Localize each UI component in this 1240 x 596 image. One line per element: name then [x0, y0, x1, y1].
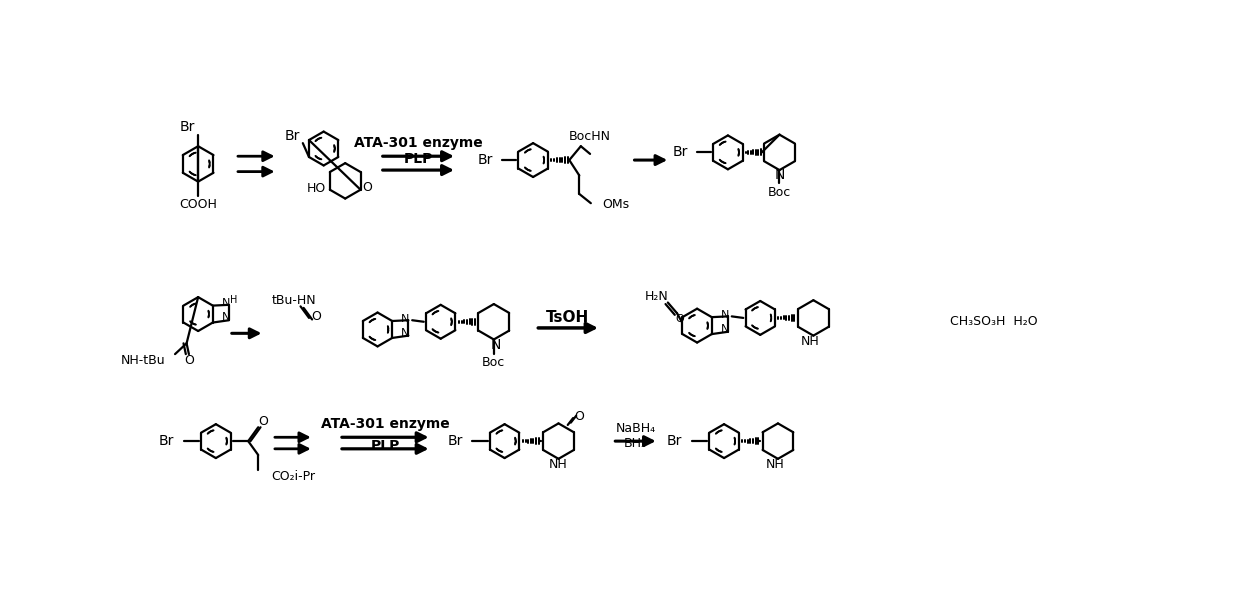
- Text: BH₃: BH₃: [624, 437, 647, 450]
- Text: NH: NH: [801, 334, 820, 347]
- Text: NH: NH: [765, 458, 784, 471]
- Text: Boc: Boc: [768, 186, 791, 199]
- Text: tBu-HN: tBu-HN: [272, 294, 316, 307]
- Text: O: O: [362, 181, 372, 194]
- Text: N: N: [720, 310, 729, 320]
- Text: OMs: OMs: [603, 198, 630, 211]
- Text: COOH: COOH: [180, 198, 217, 211]
- Text: Br: Br: [672, 145, 688, 159]
- Text: N: N: [222, 298, 231, 308]
- Text: Br: Br: [284, 129, 300, 143]
- Text: N: N: [401, 328, 409, 337]
- Text: PLP: PLP: [404, 151, 433, 166]
- Text: PLP: PLP: [371, 439, 401, 453]
- Text: Br: Br: [477, 153, 494, 167]
- Text: TsOH: TsOH: [546, 310, 589, 325]
- Text: ATA-301 enzyme: ATA-301 enzyme: [353, 136, 482, 150]
- Text: O: O: [259, 415, 269, 427]
- Text: NH-tBu: NH-tBu: [122, 354, 166, 367]
- Text: Br: Br: [667, 434, 682, 448]
- Text: H₂N: H₂N: [645, 290, 668, 303]
- Text: HO: HO: [306, 182, 326, 195]
- Text: O: O: [311, 310, 321, 323]
- Text: Boc: Boc: [482, 356, 506, 369]
- Text: BocHN: BocHN: [569, 131, 611, 144]
- Text: Br: Br: [448, 434, 463, 448]
- Text: N: N: [222, 312, 231, 322]
- Text: N: N: [490, 338, 501, 352]
- Text: O: O: [675, 313, 683, 324]
- Text: O: O: [184, 354, 193, 367]
- Text: N: N: [774, 169, 785, 182]
- Text: Br: Br: [180, 120, 195, 134]
- Text: N: N: [401, 313, 409, 324]
- Text: CH₃SO₃H  H₂O: CH₃SO₃H H₂O: [950, 315, 1038, 328]
- Text: O: O: [574, 410, 584, 423]
- Text: NH: NH: [549, 458, 568, 471]
- Text: NaBH₄: NaBH₄: [615, 421, 656, 434]
- Text: ATA-301 enzyme: ATA-301 enzyme: [321, 417, 450, 431]
- Text: Br: Br: [159, 434, 175, 448]
- Text: N: N: [720, 324, 729, 334]
- Text: H: H: [229, 295, 237, 305]
- Text: CO₂i-Pr: CO₂i-Pr: [272, 470, 315, 483]
